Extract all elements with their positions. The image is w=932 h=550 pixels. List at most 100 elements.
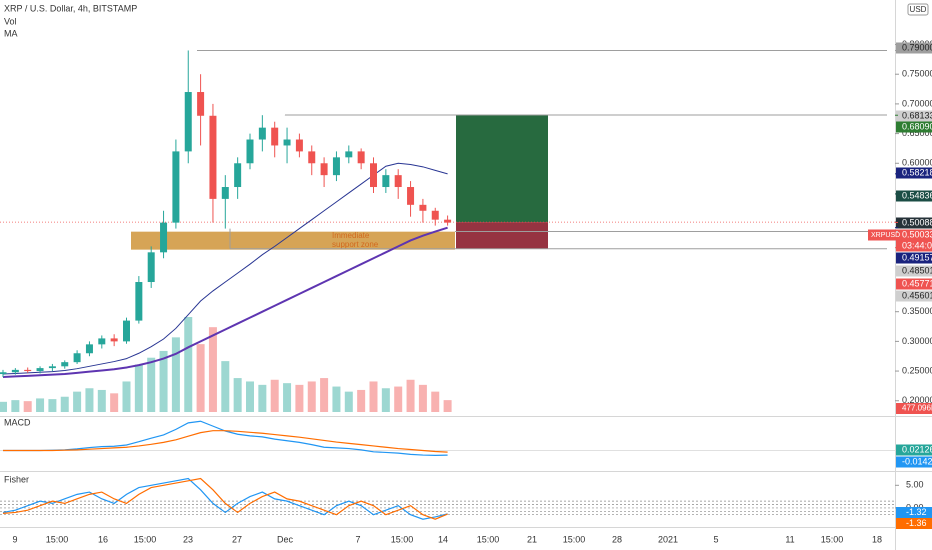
- x-tick-label: 23: [183, 534, 193, 544]
- price-badge: [896, 265, 932, 277]
- x-tick-label: 28: [612, 534, 622, 544]
- y-tick-label: 0.65000: [902, 128, 932, 138]
- indicator-label: Vol: [4, 16, 17, 26]
- price-badge: [896, 290, 932, 302]
- x-tick-label: 15:00: [563, 534, 586, 544]
- volume-bar: [171, 337, 180, 412]
- candle-body: [98, 338, 106, 345]
- price-badge-label: 0.45771: [902, 278, 932, 288]
- x-tick-label: 7: [355, 534, 360, 544]
- candle-body: [407, 187, 415, 205]
- volume-bar: [196, 344, 205, 412]
- candle-body: [234, 163, 242, 188]
- macd-badge-label: 0.02126: [902, 444, 932, 454]
- candle-body: [345, 151, 353, 158]
- x-tick-label: 15:00: [477, 534, 500, 544]
- target-box: [456, 115, 548, 223]
- price-badge: [896, 229, 932, 241]
- volume-bar: [73, 391, 82, 412]
- fisher-line: [2, 477, 448, 520]
- x-tick-label: Dec: [277, 534, 294, 544]
- candle-body: [61, 362, 69, 367]
- price-badge-label: 0.48501: [902, 265, 932, 275]
- volume-bar: [258, 384, 267, 412]
- countdown: 03:44:06: [902, 240, 932, 250]
- price-badge: [896, 110, 932, 122]
- pane-title: MACD: [4, 417, 31, 427]
- symbol-badge: [868, 229, 896, 241]
- currency[interactable]: USD: [910, 5, 927, 14]
- x-tick-label: 15:00: [134, 534, 157, 544]
- y-tick-label: 0.35000: [902, 306, 932, 316]
- volume-bar: [0, 401, 7, 412]
- macd-line: [3, 430, 448, 453]
- candle-body: [431, 210, 439, 220]
- candle-body: [320, 163, 328, 176]
- volume-bar: [369, 381, 378, 412]
- candle-body: [209, 115, 217, 199]
- y-tick-label: 0.60000: [902, 158, 932, 168]
- volume-bar: [208, 327, 217, 412]
- fisher-line: [2, 477, 448, 520]
- volume-bar: [431, 391, 440, 412]
- volume-bar: [246, 381, 254, 412]
- x-tick-label: 14: [438, 534, 448, 544]
- price-badge: [896, 121, 932, 133]
- x-tick-label: 2021: [658, 534, 678, 544]
- candle-body: [246, 139, 254, 164]
- price-badge-label: 0.49157: [902, 252, 932, 262]
- price-badge-label: 0.68090: [902, 121, 932, 131]
- volume-bar: [307, 381, 316, 412]
- candle-body: [0, 372, 7, 375]
- price-badge: [896, 252, 932, 264]
- price-badge-label: 0.79000: [902, 42, 932, 52]
- annotation: support zone: [332, 240, 379, 249]
- x-tick-label: 27: [232, 534, 242, 544]
- candle-body: [370, 163, 377, 188]
- candle-body: [172, 151, 180, 223]
- y-tick-label: 0.20000: [902, 395, 932, 405]
- y-tick-label: 0.70000: [902, 98, 932, 108]
- candle-body: [11, 369, 19, 373]
- candle-body: [332, 157, 340, 176]
- candle-body: [221, 187, 229, 199]
- price-badge: [896, 42, 932, 54]
- currency-box[interactable]: [907, 3, 929, 16]
- x-tick-label: 21: [527, 534, 537, 544]
- x-tick-label: 9: [12, 534, 17, 544]
- price-badge-label: 0.54836: [902, 190, 932, 200]
- y-tick-label: 0.75000: [902, 69, 932, 79]
- volume-badge: [896, 403, 932, 414]
- x-tick-label: 11: [785, 534, 794, 544]
- price-badge-label: 0.68133: [902, 110, 932, 120]
- volume-bar: [443, 400, 452, 412]
- countdown-badge: [896, 240, 932, 252]
- candle-body: [271, 127, 279, 146]
- x-tick-label: 15:00: [391, 534, 414, 544]
- y-tick-label: 0.30000: [902, 336, 932, 346]
- volume-bar: [48, 399, 57, 412]
- fisher-badge-label: -1.32: [906, 507, 927, 517]
- volume-bar: [295, 384, 304, 412]
- volume-bar: [270, 379, 279, 412]
- volume-bar: [110, 393, 119, 412]
- candle-body: [36, 368, 44, 372]
- annotation: Immediate: [332, 231, 370, 240]
- volume-bar: [344, 391, 353, 412]
- volume-bar: [134, 364, 143, 412]
- volume-bar: [159, 350, 168, 412]
- volume-bar: [184, 317, 193, 412]
- candle-body: [382, 175, 390, 188]
- candle-body: [73, 353, 81, 363]
- price-badge-label: 0.50033: [902, 229, 932, 239]
- volume-bar: [60, 396, 69, 412]
- support-zone: [131, 231, 455, 250]
- candle-body: [160, 222, 168, 253]
- volume-bar: [394, 386, 403, 412]
- price-badge-label: 0.50088: [902, 217, 932, 227]
- x-tick-label: 15:00: [46, 534, 69, 544]
- indicator-label: MA: [4, 28, 18, 38]
- candle-body: [135, 282, 143, 321]
- candle-body: [295, 139, 303, 152]
- x-tick-label: 16: [98, 534, 108, 544]
